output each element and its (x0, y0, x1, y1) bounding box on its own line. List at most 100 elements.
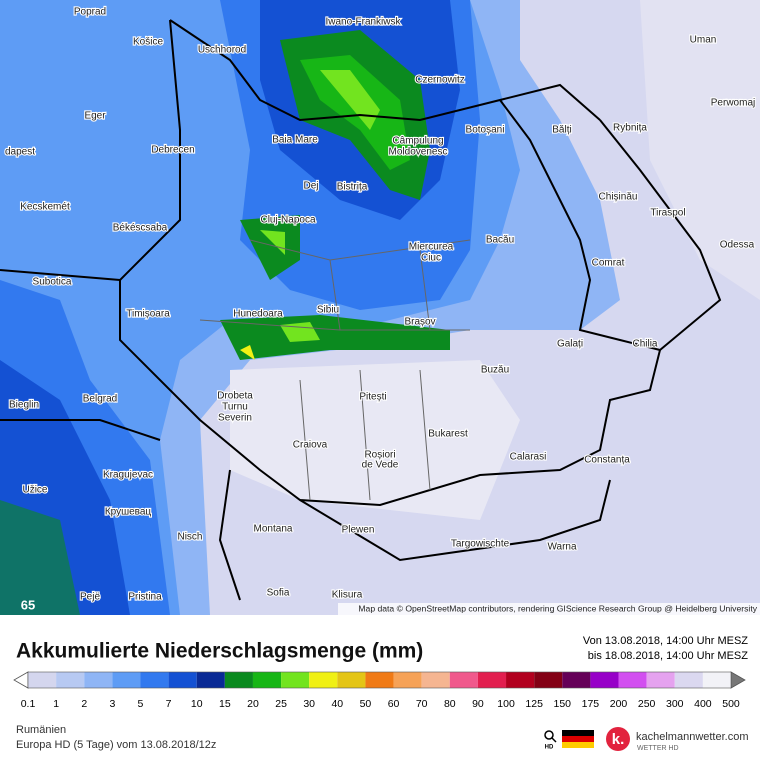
svg-text:k.: k. (612, 731, 625, 748)
legend-value: 250 (638, 698, 656, 710)
legend-value: 1 (53, 698, 59, 710)
city-label: Sibiu (317, 305, 339, 316)
legend-value: 2 (81, 698, 87, 710)
legend-value: 10 (191, 698, 203, 710)
legend-swatch (252, 672, 282, 688)
city-label: Constanța (584, 455, 630, 466)
city-label: Chilia (632, 339, 657, 350)
city-label: Kecskemét (20, 202, 70, 213)
legend-swatch (196, 672, 225, 688)
city-label: Brașov (404, 317, 435, 328)
legend-value: 5 (138, 698, 144, 710)
legend-value: 0.1 (21, 698, 36, 710)
legend-swatch (84, 672, 113, 688)
city-label: Baia Mare (272, 135, 318, 146)
legend-swatch (168, 672, 197, 688)
city-label: Câmpulung (392, 136, 443, 147)
city-label: Cluj-Napoca (260, 215, 315, 226)
city-label: Perwomaj (711, 98, 755, 109)
city-label: Turnu (222, 402, 248, 413)
legend-swatch (506, 672, 535, 688)
city-label: Bălți (552, 125, 571, 136)
city-label: Bukarest (428, 429, 468, 440)
city-label: Severin (218, 413, 252, 424)
city-label: Belgrad (83, 394, 117, 405)
legend-value: 100 (497, 698, 515, 710)
city-label: Ciuc (421, 253, 441, 264)
city-label: Czernowitz (415, 75, 464, 86)
city-label: Rybnița (613, 123, 647, 134)
city-label: Tiraspol (650, 208, 685, 219)
legend-swatch (337, 672, 366, 688)
legend-swatch (421, 672, 450, 688)
city-label: Uschhorod (198, 45, 246, 56)
legend-swatch (365, 672, 394, 688)
legend-swatch (674, 672, 703, 688)
city-label: Iwano-Frankiwsk (325, 17, 401, 28)
city-label: Pitești (359, 392, 386, 403)
city-label: Békéscsaba (113, 223, 168, 234)
legend: 0.1 1 2 3 5 7 10 15 20 25 30 40 50 60 70 80 90 100 125 150 1… (13, 671, 746, 710)
legend-swatch (449, 672, 478, 688)
map: Poprad Košice Uschhorod Iwano-Frankiwsk Uman… (0, 0, 760, 615)
city-label: Roșiori (364, 450, 395, 461)
city-label: Bistrița (337, 182, 368, 193)
legend-swatch (477, 672, 507, 688)
city-label: Dej (303, 181, 318, 192)
legend-value: 80 (444, 698, 456, 710)
city-label: Galați (557, 339, 583, 350)
legend-value: 70 (416, 698, 428, 710)
city-label: Klisura (332, 590, 363, 601)
legend-value: 15 (219, 698, 231, 710)
city-label: Subotica (33, 277, 72, 288)
city-label: Nisch (177, 532, 202, 543)
city-label: Targowischte (451, 539, 510, 550)
city-label: Poprad (74, 7, 106, 18)
city-label: Warna (547, 542, 577, 553)
legend-swatch (618, 672, 647, 688)
city-label: Pejë (80, 592, 100, 603)
city-label: Chișinău (599, 192, 638, 203)
city-label: Moldovenesc (389, 147, 448, 158)
legend-swatch (56, 672, 85, 688)
city-label: Montana (254, 524, 293, 535)
city-label: Debrecen (151, 145, 194, 156)
city-label: Hunedoara (233, 309, 283, 320)
city-label: Odessa (720, 240, 755, 251)
legend-value: 20 (247, 698, 259, 710)
legend-swatch (534, 672, 563, 688)
legend-value: 30 (303, 698, 315, 710)
legend-swatch (28, 672, 57, 688)
legend-swatch (140, 672, 169, 688)
city-label: Timișoara (126, 309, 170, 320)
period-to: bis 18.08.2018, 14:00 Uhr MESZ (588, 650, 748, 662)
city-label: Eger (84, 111, 106, 122)
legend-swatch (702, 672, 731, 688)
legend-swatch (393, 672, 422, 688)
city-label: Bacău (486, 235, 514, 246)
legend-value: 60 (388, 698, 400, 710)
region: Rumänien (16, 724, 66, 736)
period-from: Von 13.08.2018, 14:00 Uhr MESZ (583, 635, 748, 647)
legend-value: 150 (554, 698, 572, 710)
city-label: Botoșani (466, 125, 505, 136)
city-label: dapest (5, 147, 35, 158)
legend-value: 175 (582, 698, 600, 710)
legend-value: 300 (666, 698, 684, 710)
city-label: Užice (22, 485, 47, 496)
legend-value: 40 (331, 698, 343, 710)
city-label: Pristina (128, 592, 162, 603)
city-label: Calarasi (510, 452, 547, 463)
legend-value: 500 (722, 698, 740, 710)
city-label: Kragujevac (103, 470, 153, 481)
city-label: de Vede (362, 460, 399, 471)
legend-swatch (590, 672, 619, 688)
legend-frame (27, 671, 732, 689)
model: Europa HD (5 Tage) vom 13.08.2018/12z (16, 739, 216, 751)
city-label: Buzău (481, 365, 509, 376)
brand: kachelmannwetter.com (636, 731, 749, 743)
city-label: Uman (690, 35, 717, 46)
legend-swatch (646, 672, 675, 688)
city-label: Miercurea (409, 242, 454, 253)
city-label: Comrat (592, 258, 625, 269)
